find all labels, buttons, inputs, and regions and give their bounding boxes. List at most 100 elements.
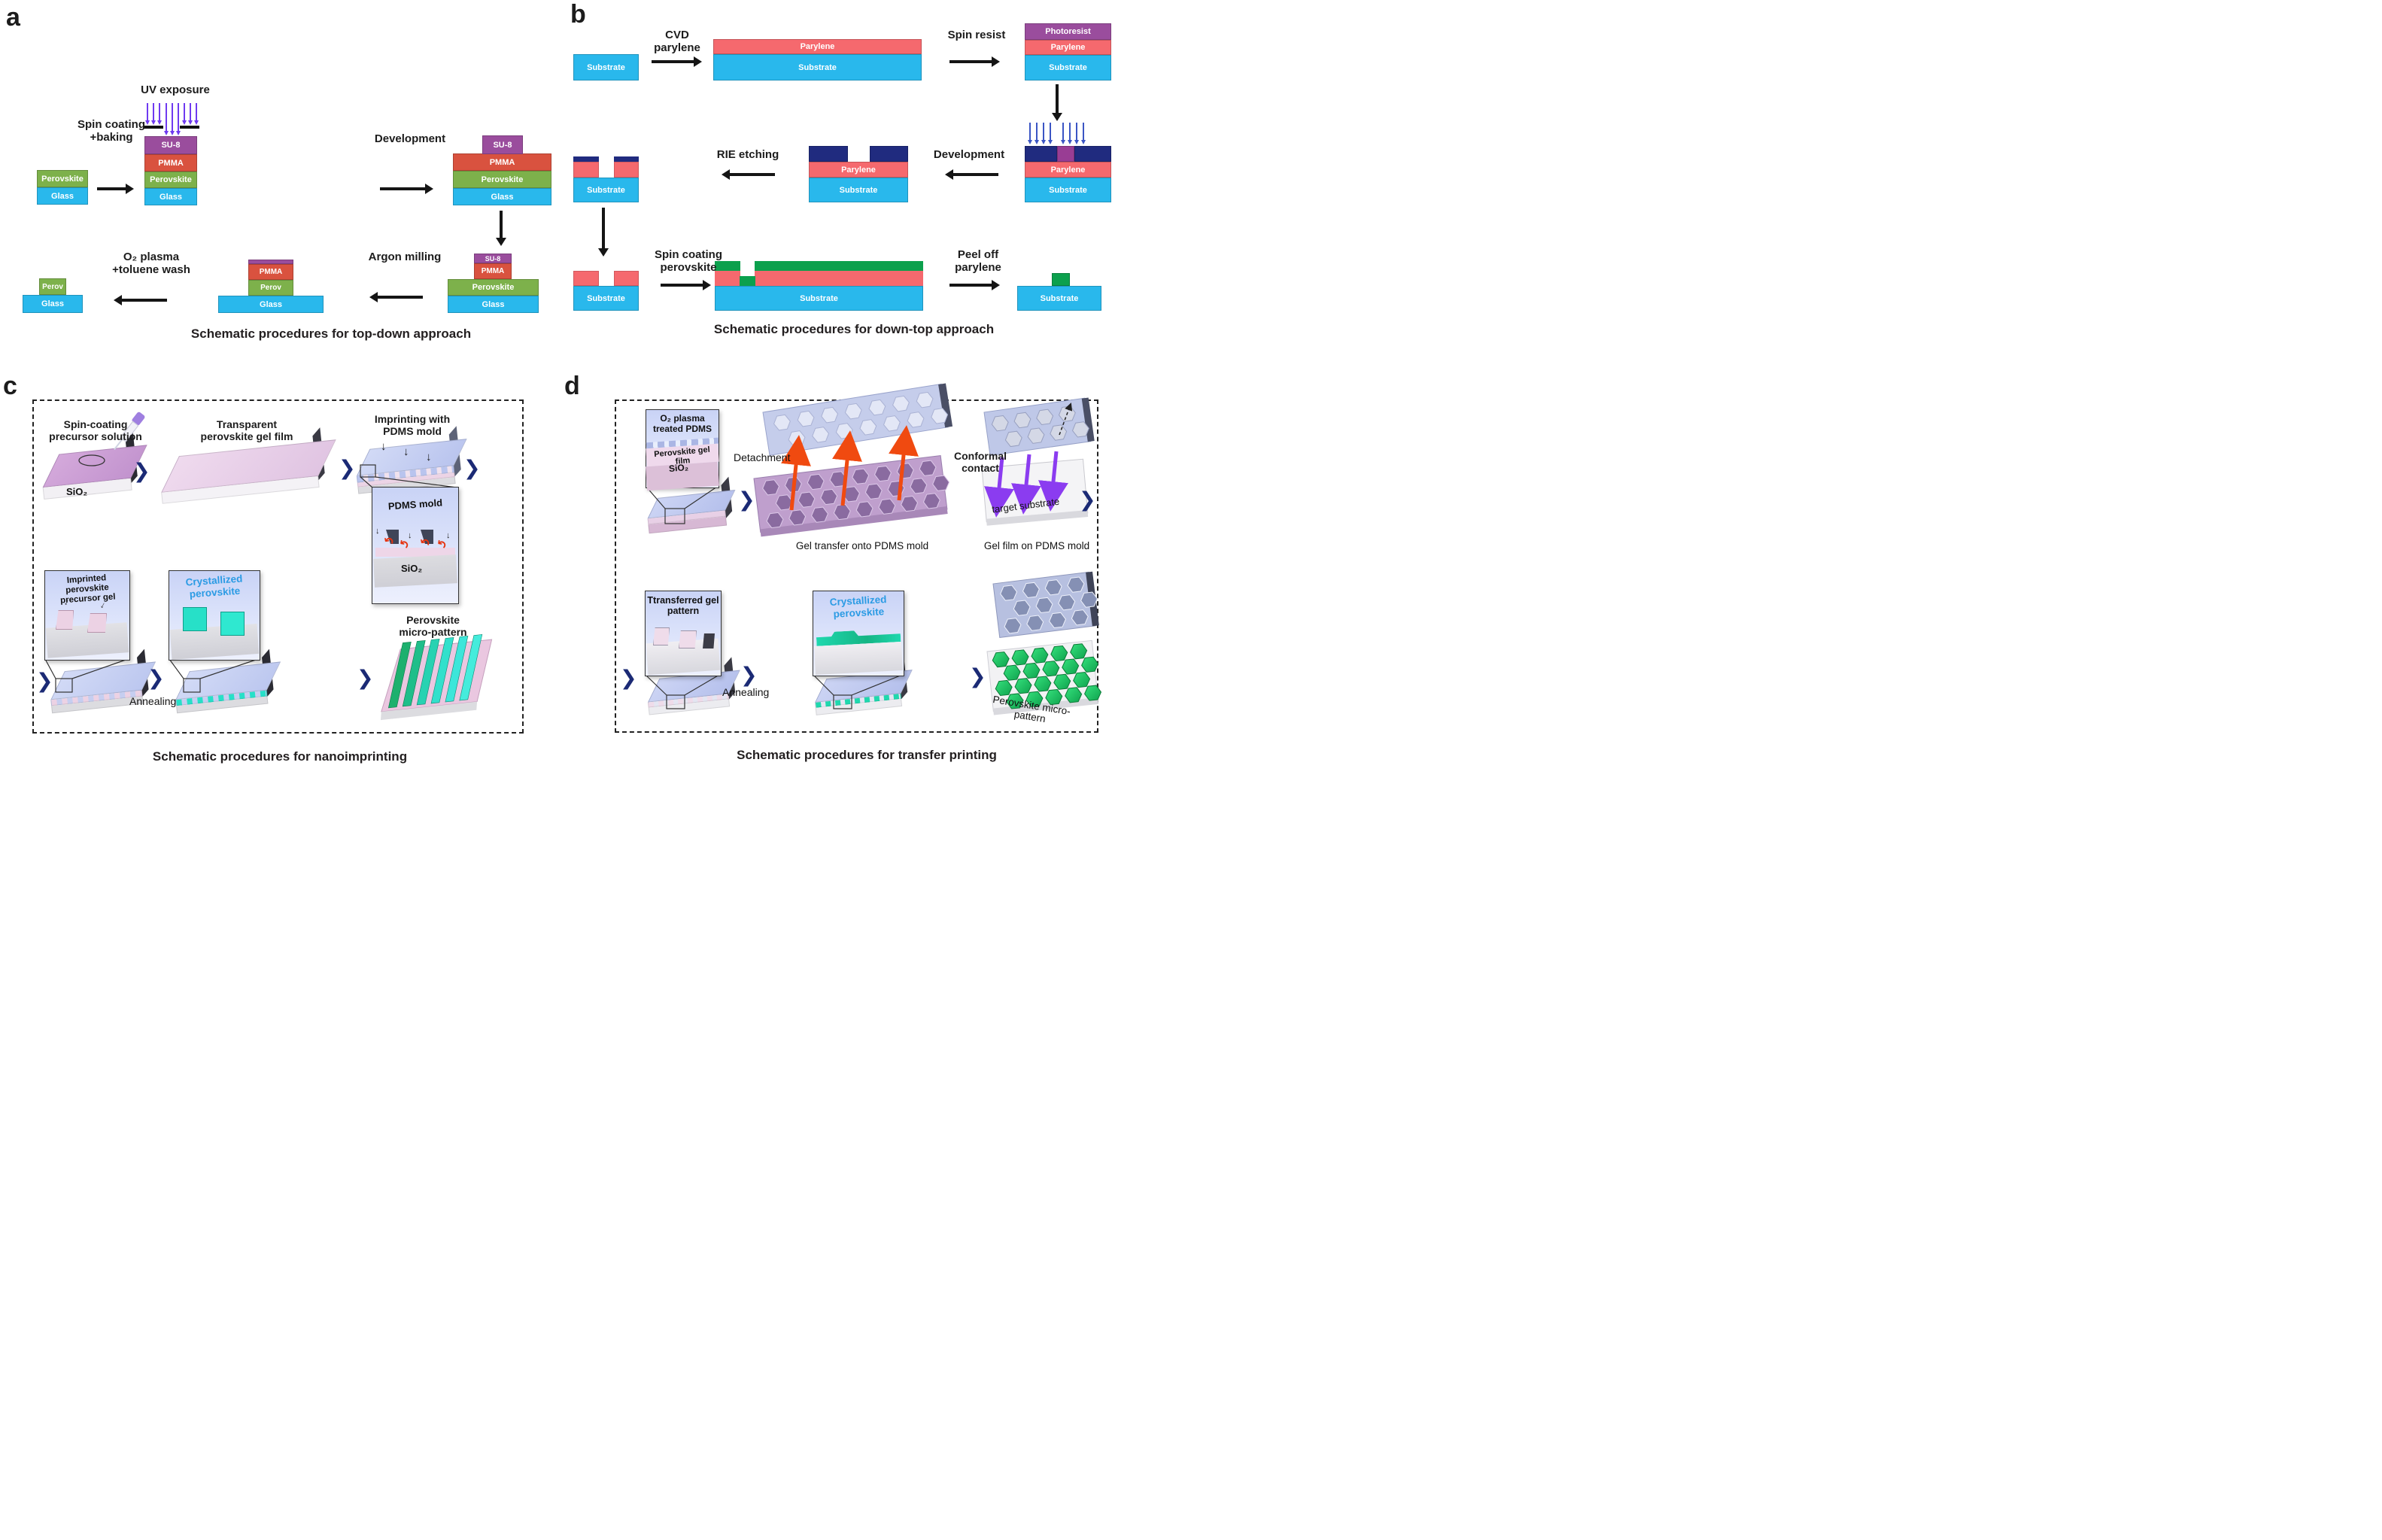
- panel-c-frame: [32, 399, 524, 734]
- resist-block: [809, 146, 848, 162]
- arrow-development: [380, 187, 427, 190]
- layer-su8: SU-8: [144, 136, 197, 154]
- layer-parylene-blocks: [715, 271, 923, 286]
- spin-precursor-line1: Spin-coating: [63, 418, 128, 430]
- arrow-down-to-uv: [1056, 84, 1059, 114]
- panel-a-label: a: [6, 3, 20, 32]
- layer-substrate: Substrate: [573, 178, 639, 202]
- layer-glass: Glass: [448, 296, 539, 313]
- layer-glass: Glass: [453, 188, 551, 205]
- stack-final-perov-glass: Perov Glass: [23, 278, 83, 313]
- conformal-line1: Conformal: [954, 450, 1007, 462]
- press-arrow-icon: ↓: [375, 527, 380, 536]
- arrow-rie: [728, 173, 775, 176]
- spin-swirl-icon: [78, 454, 105, 466]
- gel-ridge-shadow: [703, 633, 715, 649]
- arrow-spin-coating: [97, 187, 127, 190]
- inset-sio2-label: SiO₂: [401, 563, 423, 574]
- layer-perovskite: Perovskite: [453, 171, 551, 188]
- layer-glass: Glass: [23, 295, 83, 313]
- stack-parylene-mask: Substrate: [573, 271, 639, 311]
- uv-arrow: [181, 103, 187, 125]
- chevron-icon: ❯: [339, 457, 356, 479]
- inset-imprinted-label: Imprinted perovskite precursor gel: [44, 572, 130, 607]
- detachment-label: Detachment: [734, 451, 791, 463]
- chevron-icon: ❯: [740, 664, 758, 686]
- layer-substrate: Substrate: [715, 286, 923, 311]
- inset-crystallized-d: Crystallized perovskite: [813, 591, 904, 676]
- block-su8-residue: [248, 260, 293, 264]
- layer-photoresist: Photoresist: [1025, 23, 1111, 40]
- gel-ridge: [653, 627, 670, 645]
- spin-perovskite-line2: perovskite: [660, 261, 717, 275]
- uv-arrow: [193, 103, 199, 125]
- layer-substrate: Substrate: [573, 54, 639, 80]
- step-development-label: Development: [365, 132, 455, 145]
- resist-block: [870, 146, 908, 162]
- chevron-icon: ❯: [969, 665, 986, 688]
- pdms-sheet-with-gel: [983, 397, 1095, 457]
- uv-arrow: [1041, 123, 1046, 144]
- gel-ridge: [87, 613, 107, 633]
- panel-c-label: c: [3, 372, 17, 400]
- development-text: Development: [374, 132, 446, 145]
- inset-crystallized: Crystallized perovskite: [169, 570, 260, 661]
- layer-perovskite-strips: [715, 261, 923, 271]
- conformal-contact-label: Conformal contact: [954, 450, 1007, 474]
- pdms-sheet-lifting: [762, 383, 953, 456]
- panel-c-caption: Schematic procedures for nanoimprinting: [152, 749, 408, 764]
- gel-ridge: [679, 630, 697, 649]
- development-b-text: Development: [933, 148, 1005, 161]
- panel-a-caption: Schematic procedures for top-down approa…: [190, 327, 472, 341]
- resist-strip: [614, 156, 639, 162]
- parylene-block: [614, 271, 639, 286]
- uv-arrow: [1027, 123, 1032, 144]
- imprinting-line2: PDMS mold: [383, 425, 442, 438]
- spin-coating-line2: +baking: [90, 131, 133, 144]
- stack-photoresist-parylene-substrate: Photoresist Parylene Substrate: [1025, 23, 1111, 80]
- arrow-spin-resist: [949, 60, 993, 63]
- resist-unexposed: [1025, 146, 1058, 162]
- gel-transfer-caption: Gel transfer onto PDMS mold: [795, 540, 929, 551]
- zoom-source-box: [360, 464, 376, 478]
- crystal-block: [183, 607, 207, 631]
- o2-plasma-line1: O₂ plasma: [123, 251, 180, 263]
- stack-exposed-resist: Parylene Substrate: [1025, 146, 1111, 202]
- block-perov: Perov: [248, 280, 293, 296]
- arrow-development-b: [952, 173, 998, 176]
- step-imprinting-label: Imprinting with PDMS mold: [367, 413, 457, 437]
- step-spin-perovskite-label: Spin coating perovskite: [647, 248, 730, 275]
- figure-graphics-overlay: [44, 383, 1102, 721]
- conformal-line2: contact: [962, 462, 999, 475]
- substrate-strip: [814, 641, 903, 676]
- uv-arrow: [187, 103, 193, 125]
- peel-line2: parylene: [955, 261, 1001, 275]
- panel-d-caption: Schematic procedures for transfer printi…: [737, 748, 997, 762]
- panel-b-label: b: [570, 0, 586, 29]
- resist-exposed: [1057, 146, 1075, 162]
- layer-pmma: PMMA: [144, 154, 197, 172]
- contact-arrows: [984, 451, 1068, 518]
- layer-glass: Glass: [37, 187, 88, 205]
- arrow-down-to-milling: [500, 211, 503, 239]
- spin-perovskite-line1: Spin coating: [655, 248, 722, 261]
- block-pmma: PMMA: [474, 263, 512, 279]
- inset-sio2-label: SiO₂: [668, 461, 689, 475]
- gel-film-line1: Transparent: [216, 418, 278, 430]
- arrow-argon-milling: [376, 296, 423, 299]
- uv-arrow: [156, 103, 162, 125]
- final-pattern-label-c: Perovskite micro-pattern: [386, 614, 480, 638]
- stack-su8-pmma-perovskite-glass: SU-8 PMMA Perovskite Glass: [144, 136, 197, 205]
- arrow-cvd: [652, 60, 695, 63]
- uv-arrow: [169, 103, 175, 135]
- arrow-down-to-strip: [602, 208, 605, 250]
- final-c-line2: micro-pattern: [399, 626, 467, 639]
- uv-arrow: [163, 103, 169, 135]
- zoom-source-box: [666, 694, 685, 709]
- inset-pdms-label: PDMS mold: [387, 497, 443, 512]
- step-spin-coating-label: Spin coating +baking: [72, 118, 150, 144]
- layer-parylene: Parylene: [1025, 162, 1111, 178]
- arrow-o2-plasma: [120, 299, 167, 302]
- argon-milling-text: Argon milling: [368, 251, 442, 263]
- resist-unexposed: [1074, 146, 1111, 162]
